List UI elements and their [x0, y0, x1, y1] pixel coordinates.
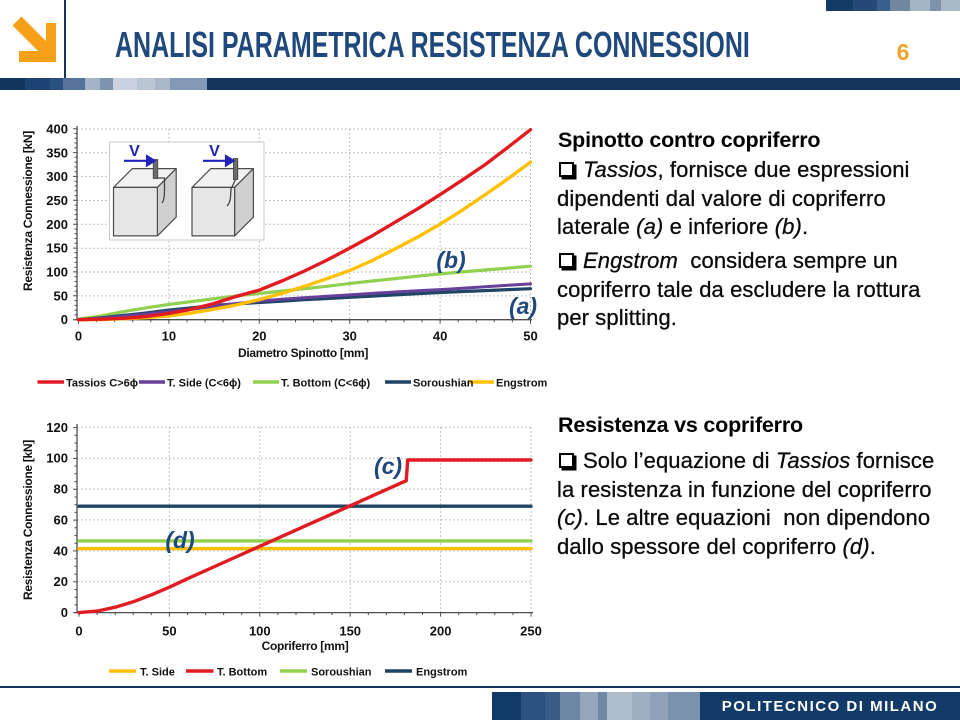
- svg-text:0: 0: [61, 312, 68, 327]
- svg-text:100: 100: [46, 265, 68, 280]
- svg-text:0: 0: [75, 329, 82, 344]
- svg-text:150: 150: [339, 624, 361, 639]
- svg-text:400: 400: [46, 122, 68, 137]
- svg-text:T. Bottom: T. Bottom: [217, 667, 267, 679]
- svg-text:(a): (a): [509, 293, 537, 319]
- svg-text:350: 350: [46, 145, 68, 160]
- svg-text:Copriferro [mm]: Copriferro [mm]: [262, 639, 349, 653]
- svg-text:Tassios C>6ϕ: Tassios C>6ϕ: [66, 378, 138, 390]
- svg-text:Engstrom: Engstrom: [416, 667, 468, 679]
- svg-text:100: 100: [249, 624, 271, 639]
- svg-text:40: 40: [433, 329, 447, 344]
- svg-text:50: 50: [523, 329, 537, 344]
- svg-text:Soroushian: Soroushian: [311, 667, 372, 679]
- svg-text:(b): (b): [436, 247, 465, 273]
- svg-text:(c): (c): [374, 453, 402, 479]
- svg-text:300: 300: [46, 169, 68, 184]
- svg-text:Resistenza Connessione [kN]: Resistenza Connessione [kN]: [21, 131, 35, 291]
- svg-text:Resistenza Connessione [kN]: Resistenza Connessione [kN]: [21, 440, 35, 600]
- svg-text:250: 250: [520, 624, 542, 639]
- svg-text:30: 30: [342, 329, 356, 344]
- svg-text:10: 10: [162, 329, 176, 344]
- svg-text:200: 200: [430, 624, 452, 639]
- svg-text:Diametro Spinotto [mm]: Diametro Spinotto [mm]: [238, 346, 368, 360]
- svg-text:V: V: [129, 143, 140, 160]
- svg-text:Soroushian: Soroushian: [413, 378, 474, 390]
- svg-text:20: 20: [54, 574, 68, 589]
- svg-text:50: 50: [162, 624, 176, 639]
- svg-text:0: 0: [61, 605, 68, 620]
- svg-text:0: 0: [75, 624, 82, 639]
- svg-text:40: 40: [54, 543, 68, 558]
- svg-text:80: 80: [54, 482, 68, 497]
- svg-text:120: 120: [46, 420, 68, 435]
- svg-text:150: 150: [46, 241, 68, 256]
- svg-text:50: 50: [54, 288, 68, 303]
- svg-text:100: 100: [46, 451, 68, 466]
- svg-text:200: 200: [46, 217, 68, 232]
- svg-text:(d): (d): [165, 527, 194, 553]
- svg-text:Engstrom: Engstrom: [496, 378, 548, 390]
- svg-text:T. Side: T. Side: [140, 667, 175, 679]
- svg-text:T. Bottom (C<6ϕ): T. Bottom (C<6ϕ): [281, 378, 371, 390]
- svg-text:250: 250: [46, 193, 68, 208]
- svg-text:T. Side (C<6ϕ): T. Side (C<6ϕ): [167, 378, 241, 390]
- svg-text:V: V: [209, 143, 220, 160]
- svg-text:20: 20: [252, 329, 266, 344]
- svg-text:60: 60: [54, 512, 68, 527]
